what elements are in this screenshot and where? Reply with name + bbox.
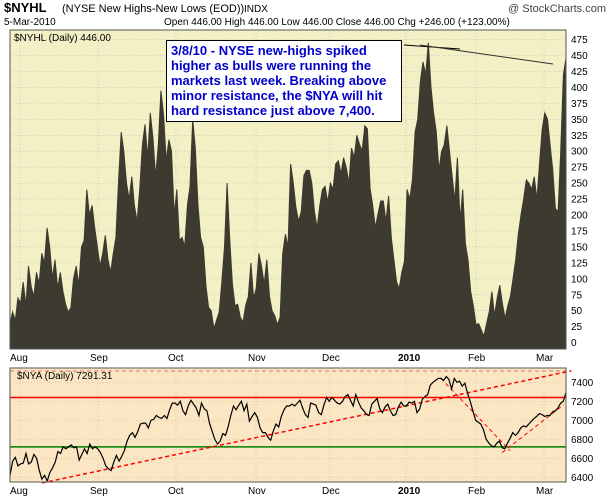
nya-price-line [9, 375, 567, 483]
nya-x-tick-label: Aug [10, 486, 28, 497]
nyhl-x-axis: Aug Sep Oct Nov Dec 2010 Feb Mar [10, 353, 554, 364]
nyhl-y-tick-label: 25 [571, 322, 583, 333]
nyhl-x-tick-label: Oct [168, 353, 184, 364]
nyhl-panel-frame [9, 29, 567, 350]
chart-date: 5-Mar-2010 [4, 17, 56, 28]
nya-legend: $NYA (Daily) 7291.31 [17, 371, 113, 382]
nyhl-y-tick-label: 425 [571, 67, 588, 78]
nyhl-y-tick-label: 325 [571, 131, 588, 142]
nyhl-y-tick-label: 200 [571, 211, 588, 222]
nya-x-tick-label: Nov [248, 486, 266, 497]
nyhl-y-tick-label: 225 [571, 195, 588, 206]
nya-y-tick-label: 6600 [571, 454, 594, 465]
nya-downtrend-line [440, 378, 511, 451]
chart-exchange: INDX [244, 4, 268, 15]
nyhl-y-tick-label: 300 [571, 147, 588, 158]
nyhl-y-tick-label: 475 [571, 35, 588, 46]
nyhl-legend: $NYHL (Daily) 446.00 [14, 33, 111, 44]
nyhl-x-tick-label: 2010 [398, 353, 421, 364]
nya-gridlines [10, 368, 566, 482]
nyhl-x-tick-label: Aug [10, 353, 28, 364]
nya-x-axis: Aug Sep Oct Nov Dec 2010 Feb Mar [10, 486, 554, 497]
nyhl-resistance-line [419, 44, 554, 65]
chart-description: (NYSE New Highs-New Lows (EOD)) [62, 3, 244, 15]
nyhl-y-tick-label: 375 [571, 99, 588, 110]
nyhl-y-tick-label: 450 [571, 51, 588, 62]
nya-uptrend-line [41, 370, 572, 484]
annotation-box: 3/8/10 - NYSE new-highs spiked higher as… [166, 40, 402, 122]
nyhl-area-series [9, 42, 567, 350]
nyhl-y-tick-label: 175 [571, 226, 588, 237]
nyhl-x-tick-label: Feb [468, 353, 486, 364]
nyhl-x-tick-label: Nov [248, 353, 266, 364]
chart-symbol: $NYHL [4, 0, 47, 15]
nya-panel-frame [9, 367, 567, 483]
stockcharts-watermark: @ StockCharts.com [508, 3, 606, 15]
nyhl-y-tick-label: 125 [571, 258, 588, 269]
nyhl-x-tick-label: Mar [536, 353, 554, 364]
nya-x-tick-label: Dec [322, 486, 340, 497]
nya-x-tick-label: 2010 [398, 486, 421, 497]
quote-summary: Open 446.00 High 446.00 Low 446.00 Close… [164, 17, 510, 28]
nya-y-tick-label: 6800 [571, 435, 594, 446]
nyhl-y-tick-label: 75 [571, 290, 583, 301]
nya-x-tick-label: Feb [468, 486, 486, 497]
nya-y-tick-label: 7200 [571, 397, 594, 408]
nyhl-y-tick-label: 0 [571, 338, 577, 349]
nya-y-tick-label: 7000 [571, 416, 594, 427]
nya-y-tick-label: 6400 [571, 473, 594, 484]
nya-x-tick-label: Oct [168, 486, 184, 497]
nya-short-uptrend-line [501, 404, 564, 453]
nya-panel-background [10, 368, 566, 482]
nyhl-y-tick-label: 350 [571, 115, 588, 126]
nyhl-y-tick-label: 50 [571, 306, 583, 317]
nyhl-y-axis: 0 25 50 75 100 125 150 175 200 225 250 275 300 325 350… [571, 35, 588, 349]
nyhl-y-tick-label: 100 [571, 274, 588, 285]
nya-x-tick-label: Sep [90, 486, 108, 497]
nya-y-axis: 6400 6600 6800 7000 7200 7400 [571, 378, 594, 484]
nyhl-y-tick-label: 250 [571, 179, 588, 190]
nyhl-y-tick-label: 400 [571, 83, 588, 94]
nyhl-y-tick-label: 150 [571, 242, 588, 253]
nya-x-tick-label: Mar [536, 486, 554, 497]
nya-y-tick-label: 7400 [571, 378, 594, 389]
nyhl-x-tick-label: Sep [90, 353, 108, 364]
nyhl-x-tick-label: Dec [322, 353, 340, 364]
nyhl-y-tick-label: 275 [571, 163, 588, 174]
